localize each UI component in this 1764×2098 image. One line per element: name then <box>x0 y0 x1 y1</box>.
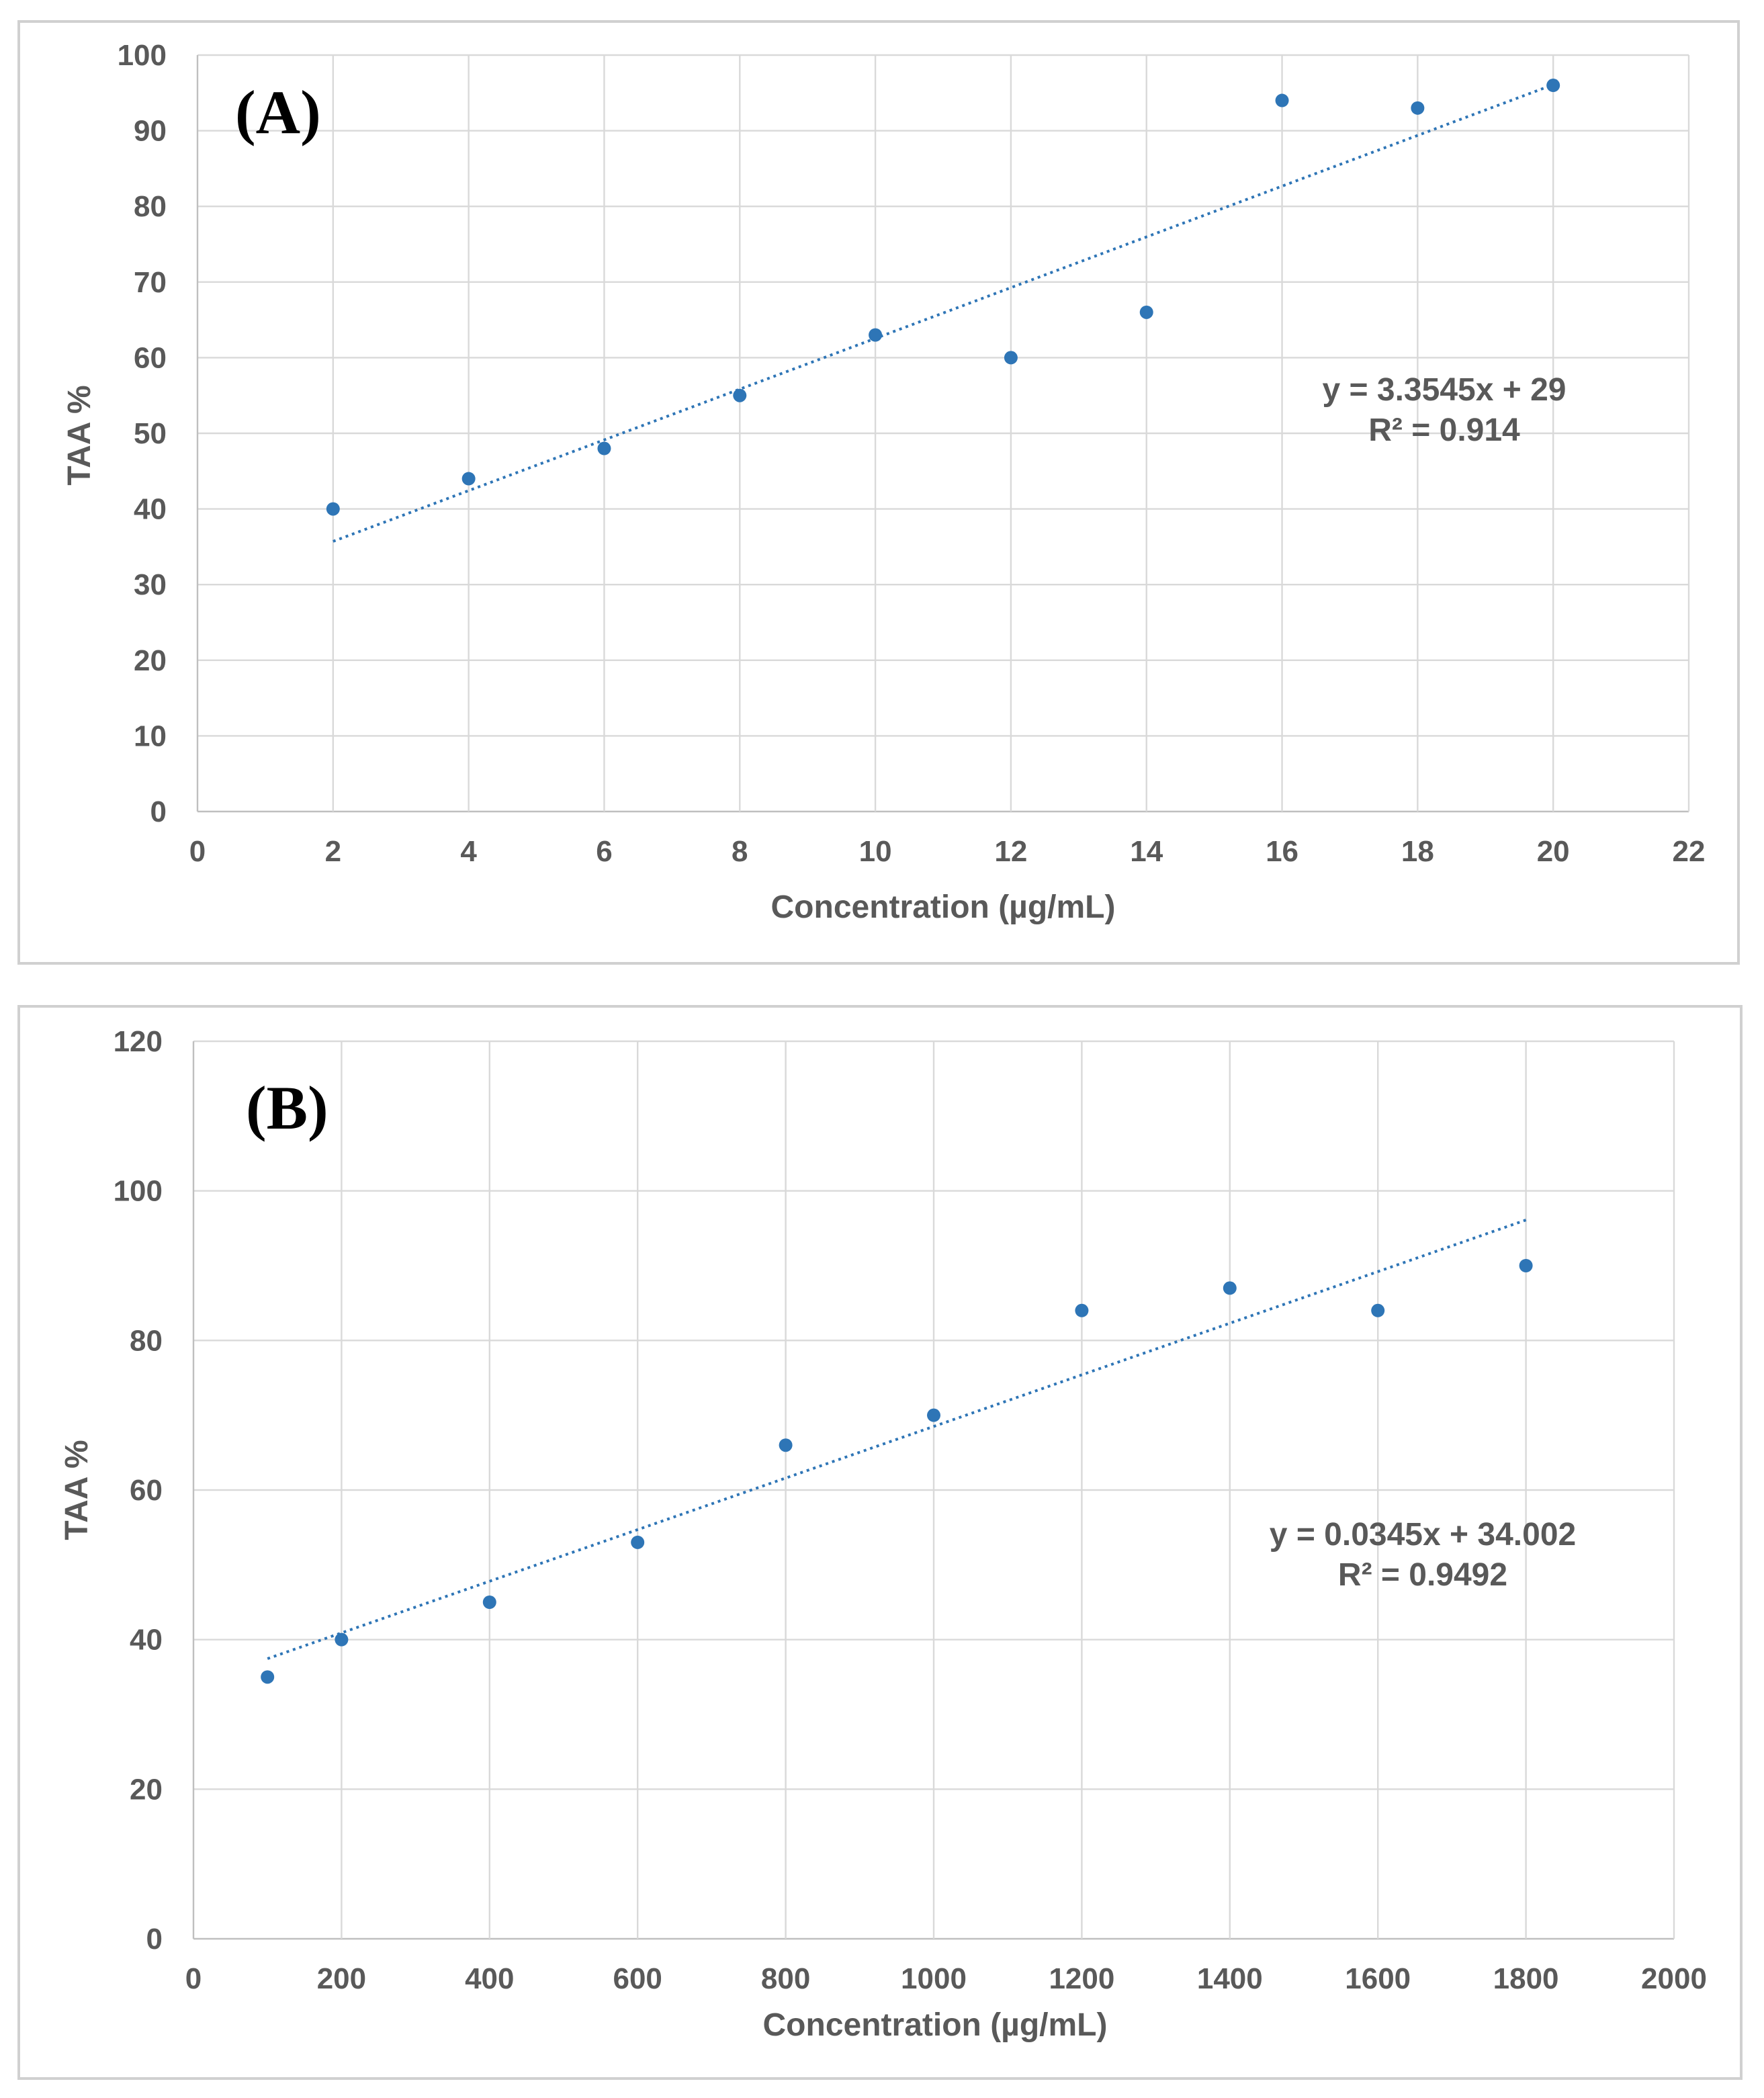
panel-b-x-tick-label: 600 <box>613 1962 662 1995</box>
panel-a-y-tick-label: 40 <box>134 493 167 526</box>
panel-a-trendline <box>333 83 1554 543</box>
panel-a-data-point <box>597 441 611 455</box>
panel-b-x-tick-label: 2000 <box>1641 1962 1707 1995</box>
panel-a-gridlines <box>196 54 1690 813</box>
panel-a-equation: y = 3.3545x + 29 <box>1323 372 1567 408</box>
panel-a-y-tick-label: 0 <box>150 795 167 828</box>
panel-b-frame <box>17 1005 1743 2080</box>
panel-a-data-points <box>326 79 1560 516</box>
panel-a-x-tick-label: 8 <box>732 835 748 868</box>
panel-b-data-point <box>631 1535 645 1549</box>
panel-b-y-tick-label: 60 <box>130 1474 163 1507</box>
panel-a-y-tick-label: 80 <box>134 190 167 223</box>
panel-a-x-tick-label: 14 <box>1130 835 1163 868</box>
panel-b-data-point <box>1075 1303 1089 1317</box>
panel-a-x-tick-label: 4 <box>460 835 477 868</box>
panel-b-data-point <box>1519 1259 1533 1272</box>
panel-a-y-tick-label: 10 <box>134 719 167 752</box>
panel-a: 0 10 20 30 40 50 60 70 80 90 100 0 2 4 6 8 10 12 14 16 18 20… <box>17 20 1740 965</box>
panel-b-y-tick-labels: 0 20 40 60 80 100 120 <box>114 1025 163 1956</box>
panel-a-x-axis-title: Concentration (µg/mL) <box>771 889 1116 925</box>
panel-b-y-tick-label: 40 <box>130 1624 163 1657</box>
panel-b-y-tick-label: 120 <box>114 1025 163 1058</box>
panel-a-r-squared: R² = 0.914 <box>1368 412 1520 448</box>
panel-a-x-tick-label: 20 <box>1537 835 1570 868</box>
panel-b-x-tick-label: 400 <box>465 1962 514 1995</box>
panel-b-x-tick-label: 1400 <box>1197 1962 1263 1995</box>
panel-b-x-tick-label: 800 <box>761 1962 810 1995</box>
panel-b-label: (B) <box>246 1074 328 1142</box>
panel-b-data-point <box>482 1596 496 1609</box>
panel-a-data-point <box>869 328 883 342</box>
panel-a-frame <box>17 20 1740 965</box>
panel-b: 0 20 40 60 80 100 120 0 200 400 600 800 1000 1200 140… <box>17 1005 1743 2080</box>
panel-a-y-tick-label: 90 <box>134 115 167 148</box>
panel-a-x-tick-label: 12 <box>994 835 1027 868</box>
panel-a-trendline-group <box>333 83 1554 543</box>
panel-b-r-squared: R² = 0.9492 <box>1338 1557 1507 1593</box>
panel-a-x-tick-label: 2 <box>325 835 341 868</box>
panel-b-x-tick-labels: 0 200 400 600 800 1000 1200 1400 1600 1800 2000 <box>185 1962 1707 1995</box>
panel-a-data-point <box>733 388 747 402</box>
panel-a-x-tick-labels: 0 2 4 6 8 10 12 14 16 18 20 22 <box>189 835 1706 868</box>
panel-b-x-tick-label: 1200 <box>1049 1962 1114 1995</box>
panel-a-y-tick-label: 100 <box>118 39 167 72</box>
panel-a-x-tick-label: 18 <box>1401 835 1434 868</box>
panel-a-data-point <box>1004 351 1018 365</box>
panel-b-x-tick-label: 1000 <box>901 1962 967 1995</box>
panel-b-y-tick-label: 100 <box>114 1175 163 1208</box>
panel-a-data-point <box>1275 93 1289 107</box>
panel-a-y-tick-label: 70 <box>134 266 167 299</box>
panel-b-equation: y = 0.0345x + 34.002 <box>1270 1517 1576 1553</box>
panel-a-y-tick-label: 50 <box>134 417 167 450</box>
panel-a-label: (A) <box>235 78 321 146</box>
panel-b-x-tick-label: 0 <box>185 1962 202 1995</box>
panel-b-y-tick-label: 0 <box>146 1923 163 1956</box>
panel-a-x-tick-label: 6 <box>596 835 612 868</box>
panel-b-trendline-group <box>267 1219 1527 1660</box>
panel-a-y-tick-labels: 0 10 20 30 40 50 60 70 80 90 100 <box>118 39 167 828</box>
panel-b-data-point <box>1371 1303 1385 1317</box>
panel-b-data-point <box>1223 1281 1237 1295</box>
panel-b-y-tick-label: 80 <box>130 1324 163 1357</box>
panel-a-data-point <box>1139 305 1153 319</box>
panel-b-gridlines <box>192 1040 1675 1940</box>
panel-a-x-tick-label: 16 <box>1266 835 1298 868</box>
panel-b-data-point <box>779 1438 793 1452</box>
panel-b-data-point <box>927 1408 940 1422</box>
panel-b-x-tick-label: 1800 <box>1493 1962 1559 1995</box>
panel-a-data-point <box>461 472 476 486</box>
panel-a-data-point <box>1546 79 1560 93</box>
panel-a-data-point <box>1411 101 1425 115</box>
panel-b-x-tick-label: 1600 <box>1345 1962 1411 1995</box>
panel-a-x-tick-label: 0 <box>189 835 206 868</box>
panel-b-data-point <box>335 1632 349 1647</box>
panel-a-y-tick-label: 20 <box>134 644 167 677</box>
panel-b-data-points <box>261 1259 1533 1684</box>
panel-b-x-tick-label: 200 <box>317 1962 366 1995</box>
panel-b-y-tick-label: 20 <box>130 1773 163 1806</box>
panel-b-data-point <box>261 1670 275 1684</box>
panel-a-y-axis-title: TAA % <box>62 385 97 485</box>
panel-b-y-axis-title: TAA % <box>59 1440 95 1540</box>
panel-a-y-tick-label: 60 <box>134 341 167 374</box>
panel-b-trendline <box>267 1219 1527 1660</box>
panel-a-x-tick-label: 22 <box>1673 835 1706 868</box>
panel-b-x-axis-title: Concentration (µg/mL) <box>763 2007 1108 2043</box>
panel-a-data-point <box>326 502 340 516</box>
panel-a-x-tick-label: 10 <box>859 835 892 868</box>
panel-a-y-tick-label: 30 <box>134 568 167 601</box>
